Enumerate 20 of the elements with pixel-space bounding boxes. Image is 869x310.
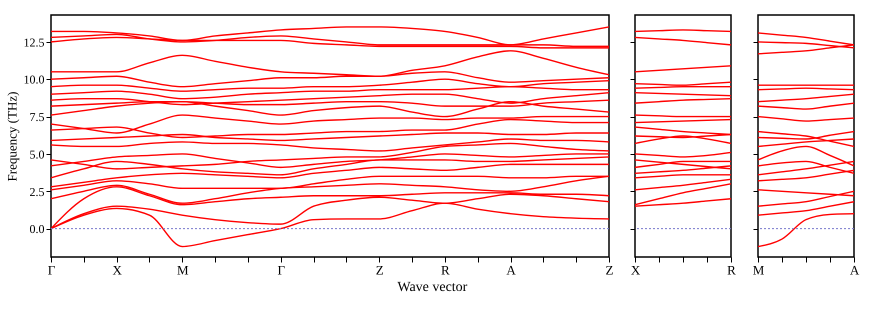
y-tick-label: 12.5 bbox=[24, 35, 44, 50]
x-tick-label: A bbox=[506, 262, 516, 278]
y-tick-label: 0.0 bbox=[30, 222, 44, 236]
y-tick-label: 10.0 bbox=[24, 72, 44, 87]
x-tick-label: R bbox=[727, 262, 736, 278]
x-axis-title: Wave vector bbox=[397, 280, 468, 295]
y-tick-label: 2.5 bbox=[30, 184, 44, 199]
x-tick-label: Γ bbox=[48, 262, 56, 278]
y-axis-title: Frequency (THz) bbox=[4, 92, 20, 182]
x-tick-label: R bbox=[441, 262, 450, 278]
y-tick-label: 5.0 bbox=[30, 147, 44, 162]
x-tick-label: M bbox=[177, 262, 190, 278]
x-tick-label: Γ bbox=[278, 262, 286, 278]
x-tick-label: M bbox=[752, 262, 765, 278]
x-tick-label: X bbox=[630, 262, 641, 278]
x-tick-label: A bbox=[850, 262, 860, 278]
x-tick-label: X bbox=[112, 262, 122, 278]
y-tick-label: 7.5 bbox=[30, 110, 44, 124]
x-tick-label: Z bbox=[606, 262, 614, 278]
x-tick-label: Z bbox=[376, 262, 384, 278]
